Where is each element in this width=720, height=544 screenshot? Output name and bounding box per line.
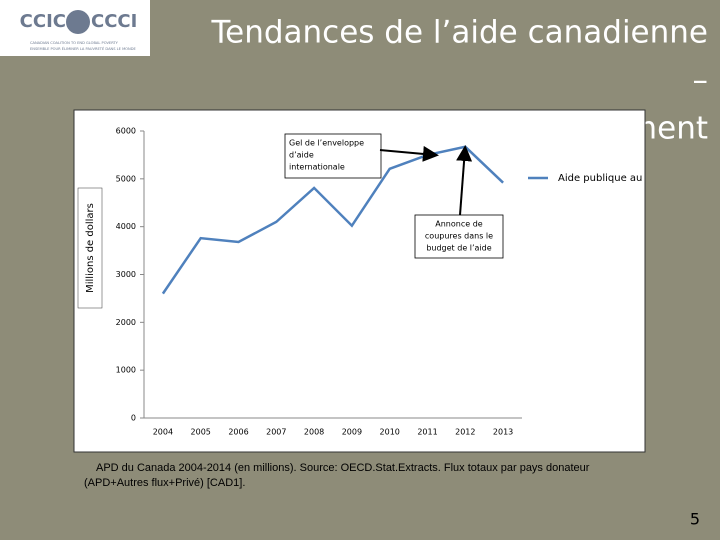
annotation-text: internationale [289,163,345,172]
logo-left: CCIC [20,11,66,32]
x-tick-label: 2011 [417,428,437,437]
x-tick-label: 2004 [153,428,173,437]
annotation-text: coupures dans le [425,232,493,241]
y-tick-label: 5000 [116,174,136,183]
annotation-text: d’aide [289,151,314,160]
x-tick-label: 2010 [380,428,400,437]
x-tick-label: 2008 [304,428,324,437]
slide-title: Tendances de l’aide canadienne [210,15,708,51]
x-tick-label: 2006 [228,428,248,437]
annotation-box [414,214,504,259]
logo-tagline: CANADIAN COALITION TO END GLOBAL POVERTY [30,41,119,45]
annotation-arrow [456,145,473,216]
x-tick-label: 2012 [455,428,475,437]
annotation-text: Gel de l’enveloppe [289,139,364,148]
logo-tagline: ENSEMBLE POUR ÉLIMINER LA PAUVRETÉ DANS … [30,46,136,51]
y-tick-label: 1000 [116,366,136,375]
logo-right: CCCI [91,11,137,32]
annotation-box [284,133,382,179]
y-tick-label: 2000 [116,318,136,327]
series-line [161,145,504,295]
y-tick-label: 3000 [116,270,136,279]
legend-label: Aide publique au [558,173,642,184]
y-axis-label: Millions de dollars [85,203,96,293]
y-tick-label: 4000 [116,222,136,231]
slide-title: – [693,63,709,99]
x-tick-label: 2013 [493,428,513,437]
footnote: (APD+Autres flux+Privé) [CAD1]. [84,477,245,489]
y-label-box [77,187,103,309]
logo-mark [66,10,90,34]
x-tick-label: 2007 [266,428,286,437]
page-number: 5 [690,510,700,529]
annotation-arrow [379,145,439,162]
y-tick-label: 6000 [116,127,136,136]
footnote: APD du Canada 2004-2014 (en millions). S… [96,462,590,474]
x-tick-label: 2005 [191,428,211,437]
annotation-text: budget de l’aide [426,244,491,253]
annotation-text: Annonce de [435,220,483,229]
x-tick-label: 2009 [342,428,362,437]
y-tick-label: 0 [131,414,136,423]
